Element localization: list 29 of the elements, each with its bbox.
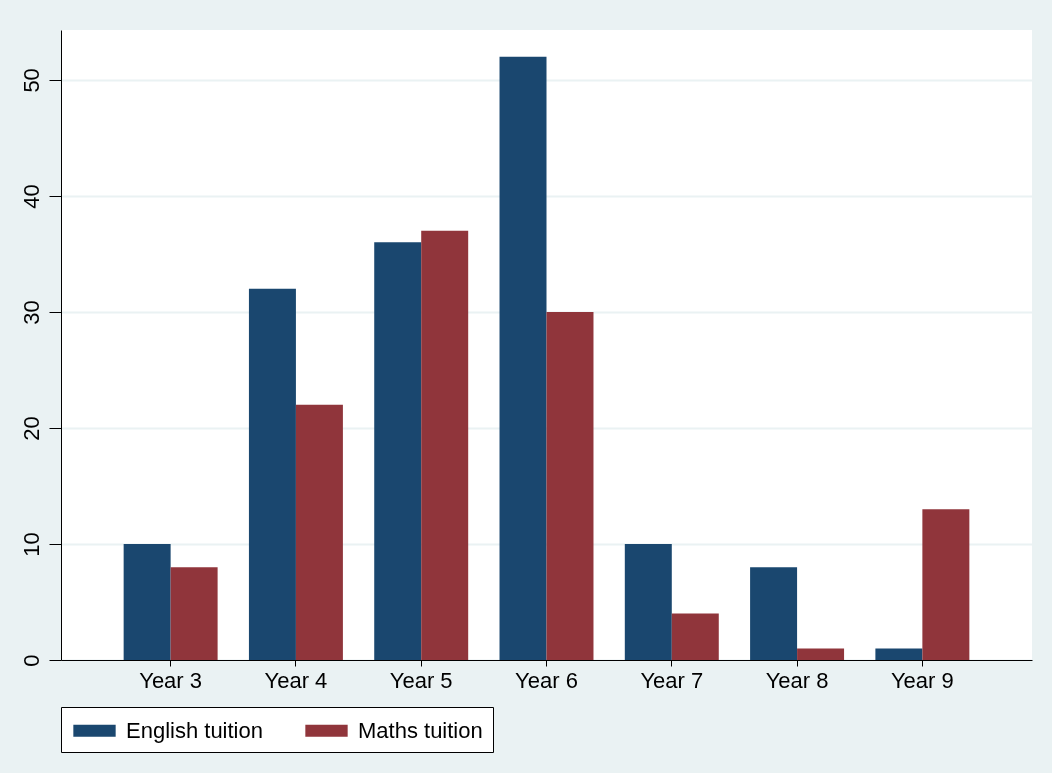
legend-label: English tuition [126,717,263,743]
y-tick-label: 50 [18,68,44,93]
bar [499,56,547,660]
bar [421,230,469,660]
y-tick-label: 10 [18,532,44,557]
x-tick-label: Year 7 [640,667,704,693]
legend-label: Maths tuition [358,717,483,743]
bar [248,288,296,660]
x-tick-label: Year 3 [139,667,203,693]
bar [671,613,719,660]
bar [624,543,672,660]
bar [750,567,798,660]
x-tick-label: Year 9 [890,667,954,693]
x-tick-label: Year 8 [765,667,829,693]
bar [170,567,218,660]
bar [922,509,970,660]
y-tick-label: 20 [18,416,44,441]
y-tick-label: 0 [18,654,44,667]
bar [123,543,171,660]
bar [295,404,343,660]
y-tick-label: 40 [18,184,44,209]
x-tick-label: Year 4 [264,667,328,693]
bar [374,242,422,660]
bar [875,648,923,660]
x-tick-label: Year 5 [389,667,453,693]
x-tick-label: Year 6 [515,667,578,693]
y-tick-label: 30 [18,300,44,325]
bar [797,648,845,660]
bar [546,311,594,660]
